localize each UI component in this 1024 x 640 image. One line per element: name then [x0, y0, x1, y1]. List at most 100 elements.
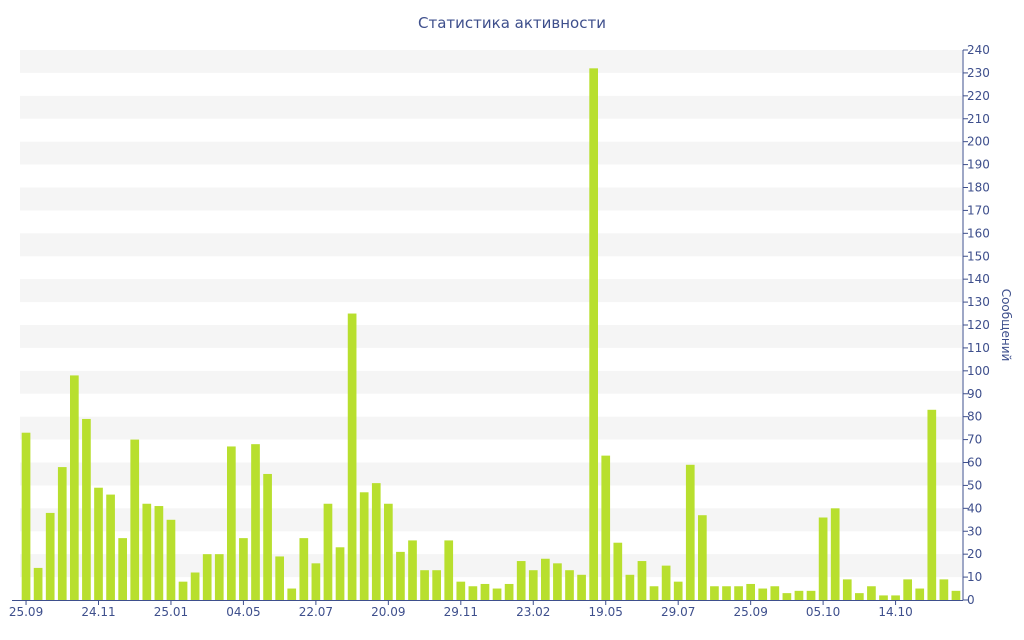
- y-tick-label: 220: [967, 89, 990, 103]
- bar: [45, 512, 55, 600]
- y-tick-label: 20: [967, 547, 982, 561]
- y-tick-label: 60: [967, 456, 982, 470]
- x-tick-label: 22.07: [299, 605, 333, 619]
- bar: [311, 563, 321, 600]
- bar: [528, 570, 538, 600]
- bar: [710, 586, 719, 600]
- bar: [214, 554, 224, 600]
- bar: [130, 439, 140, 600]
- bar: [166, 519, 176, 600]
- bar: [770, 586, 780, 600]
- bar: [927, 409, 937, 600]
- bar: [697, 515, 707, 600]
- bar: [432, 570, 442, 600]
- bar: [685, 464, 695, 600]
- bar: [371, 483, 381, 600]
- chart-title: Статистика активности: [418, 14, 606, 32]
- x-tick-label: 24.11: [81, 605, 115, 619]
- x-tick-label: 04.05: [226, 605, 260, 619]
- bar: [915, 588, 925, 600]
- bar: [903, 579, 913, 600]
- bar: [577, 574, 586, 600]
- bar: [226, 446, 236, 600]
- x-tick-label: 23.02: [516, 605, 550, 619]
- y-tick-label: 200: [967, 135, 990, 149]
- x-tick-label: 25.01: [154, 605, 188, 619]
- grid-band: [20, 370, 962, 394]
- y-tick-label: 100: [967, 364, 990, 378]
- x-tick-label: 05.10: [806, 605, 840, 619]
- y-tick-label: 170: [967, 203, 990, 217]
- x-tick-label: 25.09: [9, 605, 43, 619]
- y-tick-label: 0: [967, 593, 975, 607]
- bar: [565, 570, 574, 600]
- bar: [468, 586, 478, 600]
- bar: [359, 492, 369, 600]
- bar: [335, 547, 345, 600]
- bar: [637, 561, 647, 600]
- bar: [118, 538, 128, 600]
- y-tick-label: 10: [967, 570, 982, 584]
- bar: [746, 583, 756, 600]
- y-tick-label: 150: [967, 249, 990, 263]
- x-tick-label: 14.10: [878, 605, 912, 619]
- y-tick-label: 70: [967, 433, 982, 447]
- bar: [106, 494, 115, 600]
- bars: [21, 68, 961, 601]
- bar: [951, 590, 961, 600]
- bar: [347, 313, 357, 600]
- grid-band: [20, 187, 962, 211]
- y-tick-label: 120: [967, 318, 990, 332]
- bar: [589, 68, 599, 601]
- bar: [420, 570, 429, 600]
- x-tick-label: 19.05: [589, 605, 623, 619]
- x-tick-label: 29.07: [661, 605, 695, 619]
- bar: [154, 506, 164, 600]
- bar: [299, 538, 309, 600]
- bar: [456, 581, 466, 600]
- bar: [408, 540, 417, 600]
- bar: [444, 540, 454, 600]
- bar: [806, 590, 816, 600]
- grid-band: [20, 50, 962, 73]
- y-tick-label: 140: [967, 272, 990, 286]
- x-tick-label: 20.09: [371, 605, 405, 619]
- bar: [239, 538, 248, 600]
- y-tick-label: 160: [967, 226, 990, 240]
- bar: [722, 586, 731, 600]
- y-tick-label: 130: [967, 295, 990, 309]
- y-axis-title: Сообщений: [999, 289, 1013, 362]
- bar: [396, 551, 405, 600]
- grid-band: [20, 233, 962, 257]
- bar: [504, 583, 514, 600]
- y-tick-label: 90: [967, 387, 982, 401]
- bar: [190, 572, 200, 600]
- grid-band: [20, 325, 962, 348]
- bar: [734, 586, 743, 600]
- x-tick-label: 29.11: [444, 605, 478, 619]
- y-tick-label: 190: [967, 158, 990, 172]
- bar: [649, 586, 659, 600]
- bar: [758, 588, 768, 600]
- y-tick-label: 180: [967, 181, 990, 195]
- y-tick-label: 80: [967, 410, 982, 424]
- grid-band: [20, 416, 962, 440]
- bar: [553, 563, 562, 600]
- bar: [202, 554, 212, 600]
- bar: [854, 593, 864, 600]
- y-tick-label: 50: [967, 478, 982, 492]
- grid-bands: [20, 50, 962, 578]
- y-tick-label: 40: [967, 501, 982, 515]
- bar: [69, 375, 79, 600]
- bar: [251, 444, 260, 600]
- bar: [383, 503, 393, 600]
- bar: [275, 556, 285, 600]
- bar: [782, 593, 792, 600]
- y-tick-label: 30: [967, 524, 982, 538]
- y-tick-label: 110: [967, 341, 990, 355]
- bar: [661, 565, 671, 600]
- x-axis-ticks: 25.09 24.11 25.01 04.05 22.07 20.09 29.11 23.02…: [9, 600, 913, 619]
- grid-band: [20, 95, 962, 119]
- bar: [540, 558, 550, 600]
